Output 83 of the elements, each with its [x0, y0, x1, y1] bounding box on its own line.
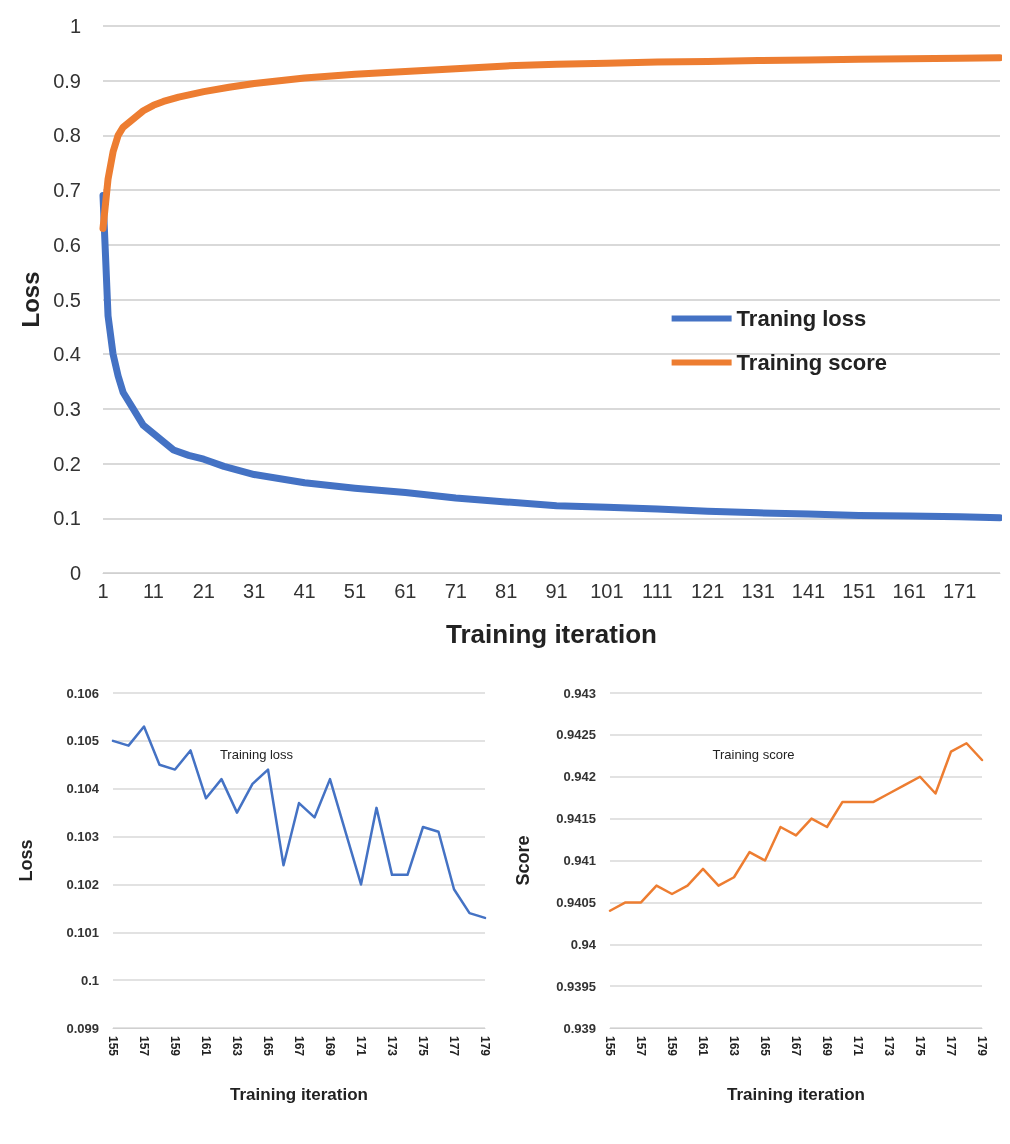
- x-tick-label: 81: [495, 580, 518, 602]
- x-tick-label: 159: [665, 1036, 679, 1057]
- y-tick-label: 0.101: [66, 924, 99, 940]
- x-tick-label: 175: [913, 1036, 927, 1057]
- x-tick-label: 51: [343, 580, 367, 602]
- x-tick-label: 165: [261, 1036, 275, 1057]
- x-axis-title: Training iteration: [446, 619, 657, 649]
- x-tick-label: 177: [447, 1036, 461, 1057]
- x-tick-label: 173: [882, 1036, 896, 1057]
- x-tick-label: 155: [603, 1036, 617, 1057]
- y-tick-label: 0: [69, 562, 81, 584]
- x-tick-label: 111: [642, 580, 673, 602]
- x-axis-title: Training iteration: [727, 1085, 865, 1104]
- y-tick-label: 0.9405: [556, 894, 596, 910]
- x-axis-title: Training iteration: [230, 1085, 368, 1104]
- x-tick-label: 21: [192, 580, 215, 602]
- y-tick-label: 0.9415: [556, 811, 596, 827]
- x-tick-label: 173: [385, 1036, 399, 1057]
- y-tick-label: 0.099: [66, 1020, 99, 1036]
- y-tick-label: 0.943: [563, 685, 596, 701]
- x-tick-label: 31: [243, 580, 266, 602]
- x-tick-label: 159: [168, 1036, 182, 1057]
- x-tick-label: 155: [106, 1036, 120, 1057]
- y-tick-label: 0.942: [563, 769, 596, 785]
- y-tick-label: 0.9395: [556, 978, 596, 994]
- y-tick-label: 0.1: [53, 507, 81, 530]
- text: Training score: [712, 747, 795, 762]
- x-tick-label: 91: [545, 580, 568, 602]
- x-tick-label: 167: [292, 1036, 306, 1057]
- x-tick-label: 141: [791, 580, 826, 602]
- x-tick-label: 171: [943, 580, 977, 602]
- y-axis-title: Loss: [16, 271, 44, 328]
- x-tick-label: 163: [727, 1036, 741, 1057]
- x-tick-label: 157: [634, 1036, 648, 1057]
- y-tick-label: 0.1: [80, 972, 99, 988]
- y-tick-label: 0.3: [53, 397, 81, 420]
- x-tick-label: 169: [323, 1036, 337, 1057]
- y-tick-label: 0.105: [66, 733, 99, 749]
- y-tick-label: 0.6: [53, 233, 81, 256]
- x-tick-label: 161: [696, 1036, 710, 1057]
- x-tick-label: 169: [820, 1036, 834, 1057]
- x-tick-label: 11: [143, 580, 164, 602]
- x-tick-label: 165: [758, 1036, 772, 1057]
- x-tick-label: 171: [851, 1036, 865, 1057]
- y-tick-label: 0.941: [563, 853, 596, 868]
- x-tick-label: 41: [293, 580, 316, 602]
- y-tick-label: 0.106: [66, 685, 99, 701]
- x-tick-label: 161: [892, 580, 926, 602]
- x-tick-label: 175: [416, 1036, 430, 1057]
- y-tick-label: 0.2: [53, 452, 81, 475]
- x-tick-label: 177: [944, 1036, 958, 1057]
- y-tick-label: 0.939: [563, 1020, 596, 1036]
- x-tick-label: 61: [394, 580, 417, 602]
- x-tick-label: 71: [444, 580, 467, 602]
- text: Training loss: [219, 747, 294, 762]
- y-tick-label: 0.94: [570, 936, 597, 952]
- x-tick-label: 179: [478, 1036, 492, 1057]
- y-axis-title: Score: [513, 835, 533, 886]
- legend-label: Training score: [736, 350, 888, 375]
- x-tick-label: 167: [789, 1036, 803, 1057]
- y-tick-label: 0.104: [66, 781, 100, 797]
- y-tick-label: 1: [69, 15, 81, 37]
- y-tick-label: 0.8: [53, 124, 81, 147]
- x-tick-label: 161: [199, 1036, 213, 1057]
- x-tick-label: 171: [354, 1036, 368, 1057]
- legend-label: Traning loss: [736, 306, 867, 331]
- x-tick-label: 163: [230, 1036, 244, 1057]
- x-tick-label: 151: [842, 580, 876, 602]
- y-tick-label: 0.7: [53, 179, 81, 202]
- line-series: [608, 742, 984, 912]
- x-tick-label: 101: [590, 580, 624, 602]
- y-tick-label: 0.9: [53, 69, 81, 92]
- x-tick-label: 131: [741, 580, 775, 602]
- y-tick-label: 0.103: [66, 829, 99, 845]
- y-axis-title: Loss: [16, 839, 36, 882]
- line-series: [111, 725, 487, 920]
- y-tick-label: 0.4: [53, 343, 81, 366]
- y-tick-label: 0.102: [66, 876, 99, 892]
- y-tick-label: 0.9425: [556, 727, 596, 743]
- x-tick-label: 121: [691, 580, 725, 602]
- x-tick-label: 179: [975, 1036, 989, 1057]
- x-tick-label: 157: [137, 1036, 151, 1057]
- y-tick-label: 0.5: [53, 288, 81, 311]
